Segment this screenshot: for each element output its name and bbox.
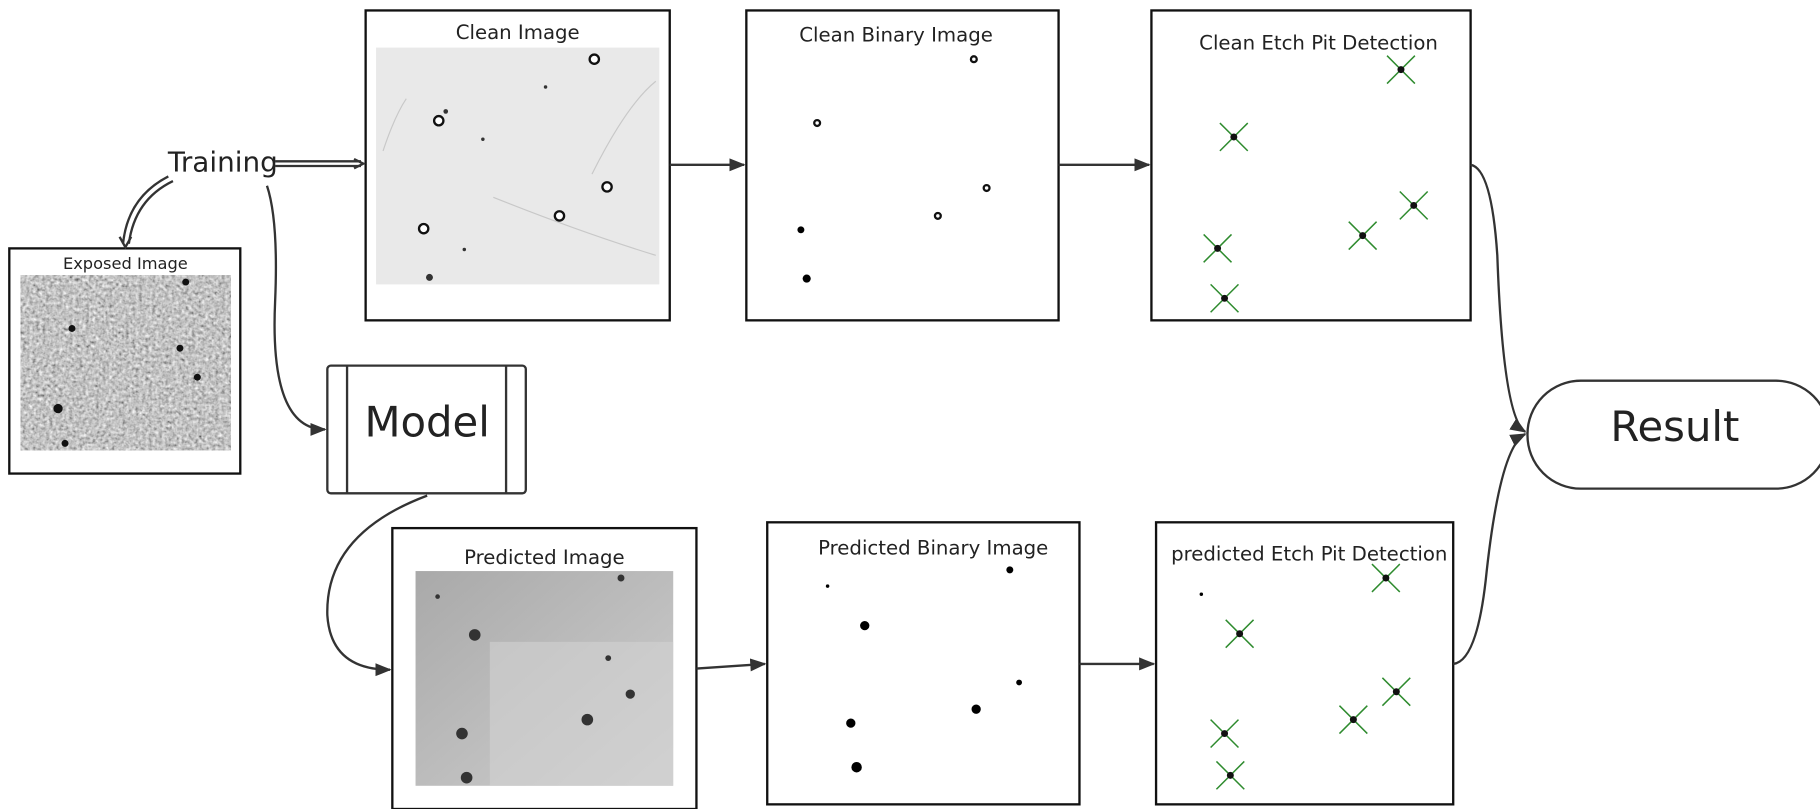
pit: [426, 274, 433, 281]
predicted-binary-panel: [767, 522, 1079, 804]
pit: [544, 85, 547, 88]
pit: [1227, 772, 1234, 779]
exposed-title: Exposed Image: [63, 254, 188, 273]
pit: [69, 325, 76, 332]
training-label: Training: [167, 146, 278, 179]
pit: [846, 718, 855, 727]
pit: [1230, 133, 1237, 140]
exposed-image: [21, 275, 231, 450]
arrow-head: [354, 159, 363, 168]
predicted-binary-title: Predicted Binary Image: [818, 537, 1048, 560]
arrow: [1471, 165, 1526, 432]
arrow-head: [120, 237, 132, 247]
pit: [618, 575, 625, 582]
pit: [803, 275, 811, 283]
arrow: [275, 161, 361, 166]
pit: [826, 584, 829, 587]
clean-etch-panel: [1151, 10, 1470, 320]
pit: [194, 374, 201, 381]
pit: [62, 440, 69, 447]
arrow: [123, 176, 173, 243]
predicted-title: Predicted Image: [464, 546, 625, 569]
pit: [456, 728, 468, 740]
pit: [176, 345, 183, 352]
pit: [1221, 730, 1228, 737]
pit: [605, 655, 611, 661]
pit: [53, 404, 62, 413]
clean-title: Clean Image: [456, 21, 580, 44]
pit: [1410, 202, 1417, 209]
pit: [182, 279, 189, 286]
pit: [481, 138, 484, 141]
pit: [1200, 593, 1203, 596]
arrow: [1453, 434, 1525, 664]
pit: [1393, 688, 1400, 695]
pit: [1397, 66, 1404, 73]
pit: [590, 55, 599, 64]
arrow: [696, 664, 764, 669]
pit: [1016, 680, 1022, 686]
pit: [419, 224, 428, 233]
pit: [1382, 575, 1389, 582]
pit: [851, 762, 861, 772]
pit: [463, 248, 466, 251]
pit: [435, 594, 440, 599]
pit: [860, 621, 869, 630]
pit: [461, 772, 473, 784]
clean-binary-panel: [746, 10, 1058, 320]
pit: [797, 226, 804, 233]
predicted-etch-title: predicted Etch Pit Detection: [1171, 542, 1447, 565]
pit: [434, 116, 443, 125]
pit: [602, 182, 611, 191]
pit: [1214, 245, 1221, 252]
pit: [1221, 295, 1228, 302]
clean-binary-title: Clean Binary Image: [799, 23, 993, 46]
clean-image: [376, 48, 659, 285]
pit: [582, 714, 594, 726]
pit: [1236, 630, 1243, 637]
pit: [1006, 566, 1013, 573]
model-label: Model: [364, 397, 489, 446]
predicted-tile: [490, 642, 673, 786]
pit: [443, 109, 448, 114]
pit: [555, 211, 564, 220]
result-label: Result: [1610, 402, 1739, 451]
pit: [1350, 716, 1357, 723]
diagram: Training Exposed Image Clean Image Clean…: [0, 0, 1820, 809]
pit: [469, 629, 481, 641]
pit: [1359, 232, 1366, 239]
page: {"nodes": [ {"label": "Training"}, {"lab…: [0, 0, 1820, 809]
arrow: [267, 186, 325, 430]
pit: [626, 689, 635, 698]
clean-etch-title: Clean Etch Pit Detection: [1199, 32, 1438, 55]
pit: [972, 705, 981, 714]
